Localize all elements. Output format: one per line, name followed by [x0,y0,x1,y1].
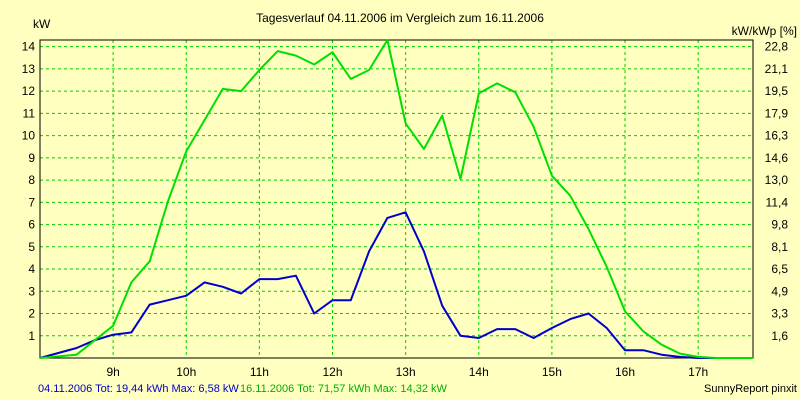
series-line-2 [39,39,753,359]
y-tick-label-left: 2 [28,307,35,321]
y-tick-label-right: 1,6 [771,329,788,343]
y-axis-ticks-right: 1,6 3,3 4,9 6,5 8,1 9,8 11,4 13,0 14,6 16,3 17,9 19… [765,40,789,343]
y-axis-label-left: kW [33,17,51,31]
y-tick-label-left: 3 [28,284,35,298]
y-tick-label-left: 8 [28,173,35,187]
y-tick-label-left: 6 [28,218,35,232]
y-tick-label-left: 13 [22,62,36,76]
brand-label: SunnyReport pinxit [704,383,797,395]
y-tick-label-left: 7 [28,195,35,209]
x-tick-label: 13h [396,365,416,379]
y-tick-label-right: 9,8 [771,218,788,232]
x-tick-label: 9h [106,365,119,379]
y-tick-label-right: 17,9 [765,106,789,120]
series-lines [39,39,753,359]
x-tick-label: 16h [615,365,635,379]
y-tick-label-right: 22,8 [765,40,789,54]
y-tick-label-right: 6,5 [771,262,788,276]
x-tick-label: 17h [688,365,708,379]
y-tick-label-right: 16,3 [765,129,789,143]
series-line-1 [39,211,753,359]
y-tick-label-right: 14,6 [765,151,789,165]
y-tick-label-left: 1 [28,329,35,343]
y-tick-label-left: 14 [22,40,36,54]
y-tick-label-right: 3,3 [771,307,788,321]
y-tick-label-left: 11 [23,106,36,120]
y-tick-label-right: 4,9 [771,284,788,298]
y-tick-label-right: 13,0 [765,173,789,187]
x-tick-label: 12h [322,365,342,379]
y-tick-label-left: 10 [22,129,36,143]
y-tick-label-right: 19,5 [765,84,789,98]
y-tick-label-left: 5 [28,240,35,254]
y-tick-label-right: 21,1 [765,62,789,76]
legend-blue-series: 04.11.2006 Tot: 19,44 kWh Max: 6,58 kW [38,383,239,395]
plot-frame [39,39,754,359]
x-axis-ticks: 9h 10h 11h 12h 13h 14h 15h 16h 17h [106,365,708,379]
x-tick-label: 15h [542,365,562,379]
y-axis-label-right: kW/kWp [%] [732,24,797,38]
y-tick-label-left: 12 [22,84,36,98]
x-tick-label: 10h [176,365,196,379]
x-tick-label: 14h [469,365,489,379]
y-tick-label-left: 4 [28,262,35,276]
chart-title: Tagesverlauf 04.11.2006 im Vergleich zum… [256,11,544,25]
legend-green-series: 16.11.2006 Tot: 71,57 kWh Max: 14,32 kW [240,383,447,395]
y-tick-label-right: 11,4 [766,195,789,209]
y-tick-label-left: 9 [28,151,35,165]
y-tick-label-right: 8,1 [771,240,788,254]
grid-lines [40,40,753,358]
x-tick-label: 11h [250,365,269,379]
